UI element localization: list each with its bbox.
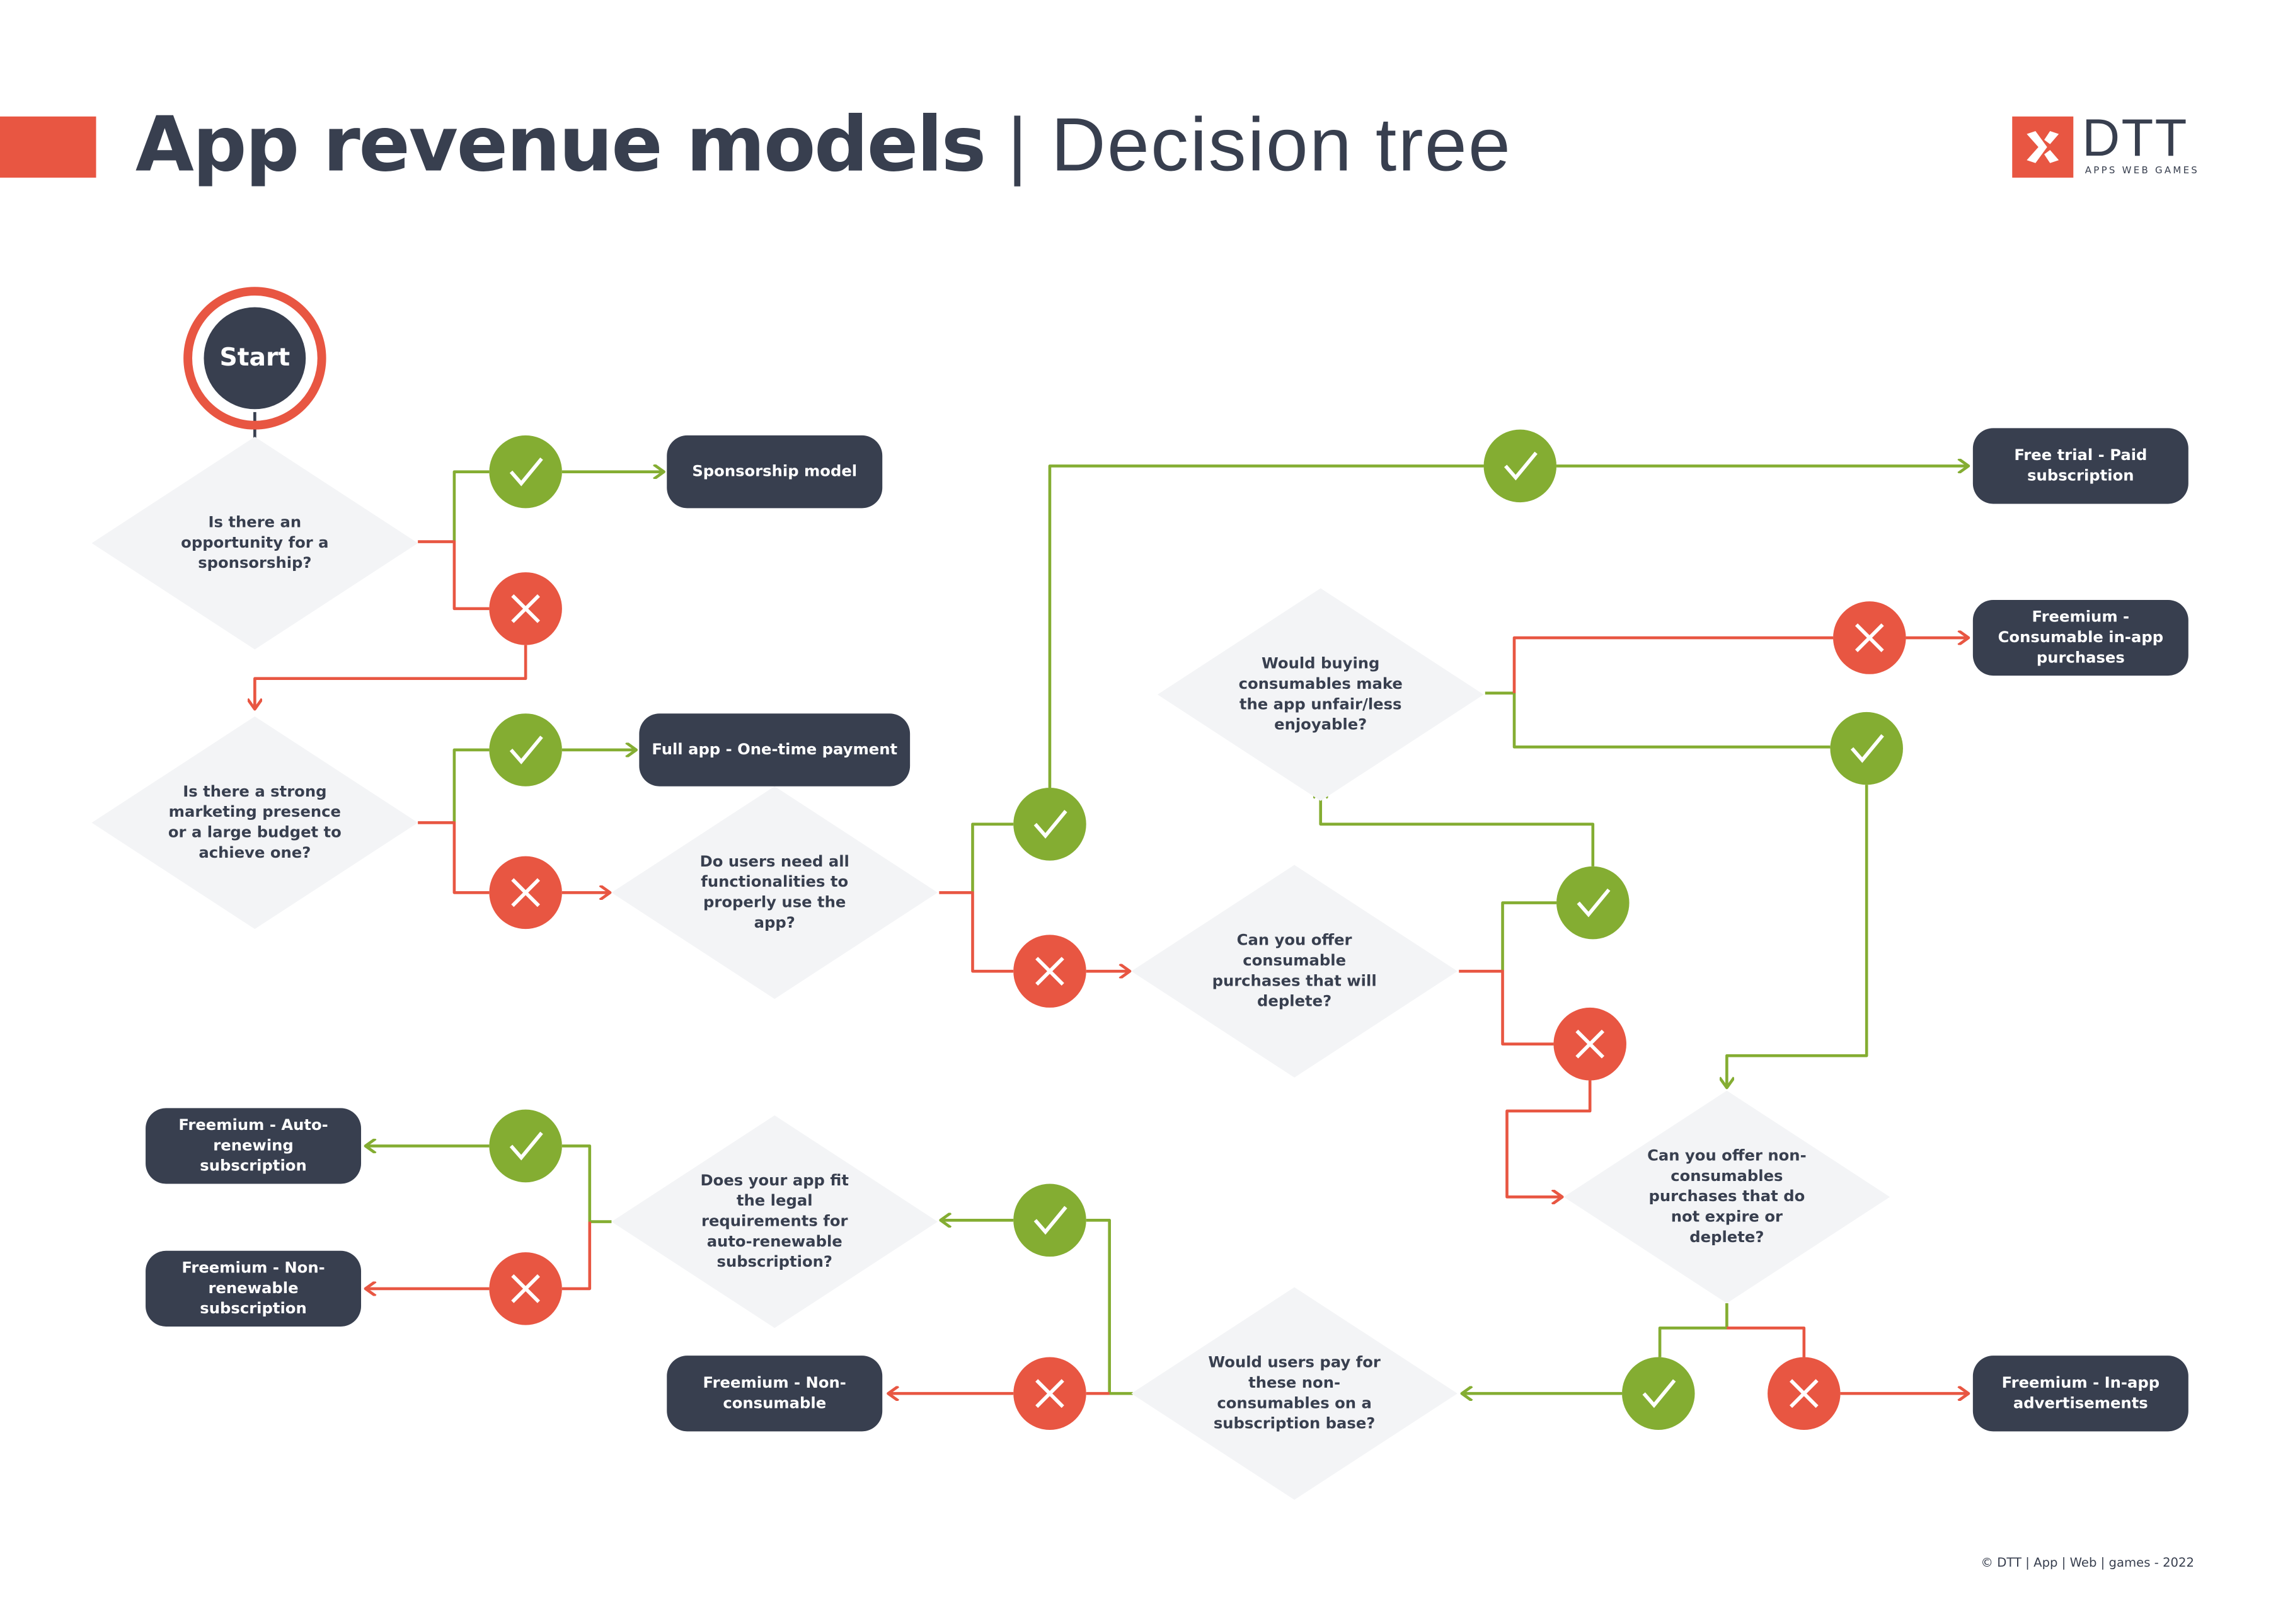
yes-node [1622, 1357, 1695, 1431]
check-icon [1577, 888, 1611, 918]
start-node: Start [183, 287, 326, 430]
yes-node [489, 435, 562, 509]
question-functionalities: Do users need all functionalities to pro… [611, 786, 938, 999]
footer-copyright: © DTT | App | Web | games - 2022 [1981, 1557, 2195, 1572]
accent-bar [0, 116, 96, 178]
question-subscription-base: Would users pay for these non-consumable… [1131, 1287, 1458, 1500]
question-legal-requirements: Does your app fit the legal requirements… [611, 1115, 938, 1328]
question-text: Can you offer non-consumables purchases … [1647, 1147, 1807, 1247]
outcome-free-trial: Free trial - Paid subscription [1972, 428, 2188, 504]
check-icon [509, 1131, 543, 1161]
logo-name: DTT [2082, 107, 2188, 168]
no-node [1013, 935, 1086, 1008]
page-title: App revenue models | Decision tree [135, 102, 1512, 190]
yes-node [489, 713, 562, 786]
title-bold: App revenue models [135, 101, 986, 190]
outcome-auto-renewing: Freemium - Auto-renewing subscription [146, 1108, 362, 1184]
check-icon [1642, 1379, 1676, 1408]
question-text: Can you offer consumable purchases that … [1212, 931, 1377, 1011]
question-text: Would users pay for these non-consumable… [1208, 1354, 1381, 1433]
check-icon [509, 458, 543, 487]
cross-icon [1575, 1029, 1605, 1059]
outcome-full-app: Full app - One-time payment [639, 713, 911, 786]
question-text: Do users need all functionalities to pro… [699, 853, 849, 932]
question-text: Is there an opportunity for a sponsorshi… [181, 514, 329, 573]
outcome-non-consumable: Freemium - Non-consumable [667, 1356, 883, 1432]
no-node [1013, 1357, 1086, 1431]
cross-icon [511, 1274, 540, 1303]
question-consumables: Can you offer consumable purchases that … [1131, 865, 1458, 1078]
cross-icon [1789, 1379, 1819, 1408]
question-text: Does your app fit the legal requirements… [700, 1172, 849, 1272]
cross-icon [1035, 957, 1064, 986]
no-node [1768, 1357, 1841, 1431]
question-non-consumables: Can you offer non-consumables purchases … [1563, 1090, 1890, 1303]
title-separator: | [985, 103, 1051, 188]
check-icon [509, 735, 543, 764]
title-subtitle: Decision tree [1050, 103, 1512, 188]
outcome-non-renewable: Freemium - Non-renewable subscription [146, 1250, 362, 1327]
question-unfair-consumables: Would buying consumables make the app un… [1157, 588, 1484, 801]
no-node [1833, 601, 1906, 674]
outcome-sponsorship: Sponsorship model [667, 435, 883, 509]
check-icon [1033, 1206, 1067, 1235]
cross-icon [511, 594, 540, 623]
question-text: Is there a strong marketing presence or … [168, 783, 342, 862]
check-icon [1504, 451, 1538, 481]
outcome-consumable-iap: Freemium - Consumable in-app purchases [1972, 599, 2188, 676]
question-sponsorship: Is there an opportunity for a sponsorshi… [91, 437, 418, 650]
start-label: Start [204, 307, 306, 410]
check-icon [1850, 734, 1884, 763]
no-node [489, 1252, 562, 1325]
cross-icon [1855, 623, 1884, 652]
no-node [489, 572, 562, 645]
yes-node [1013, 1183, 1086, 1257]
cross-icon [511, 878, 540, 907]
yes-node [489, 1109, 562, 1183]
question-text: Would buying consumables make the app un… [1238, 655, 1403, 734]
no-node [489, 856, 562, 930]
yes-node [1830, 711, 1903, 785]
yes-node [1483, 429, 1557, 503]
check-icon [1033, 810, 1067, 839]
yes-node [1556, 866, 1630, 940]
outcome-in-app-ads: Freemium - In-app advertisements [1972, 1356, 2188, 1432]
logo-tagline: APPS WEB GAMES [2085, 164, 2200, 176]
no-node [1553, 1007, 1626, 1081]
cross-icon [1035, 1379, 1064, 1408]
question-marketing: Is there a strong marketing presence or … [91, 716, 418, 930]
dtt-x-logo-icon [2012, 116, 2074, 178]
yes-node [1013, 788, 1086, 861]
